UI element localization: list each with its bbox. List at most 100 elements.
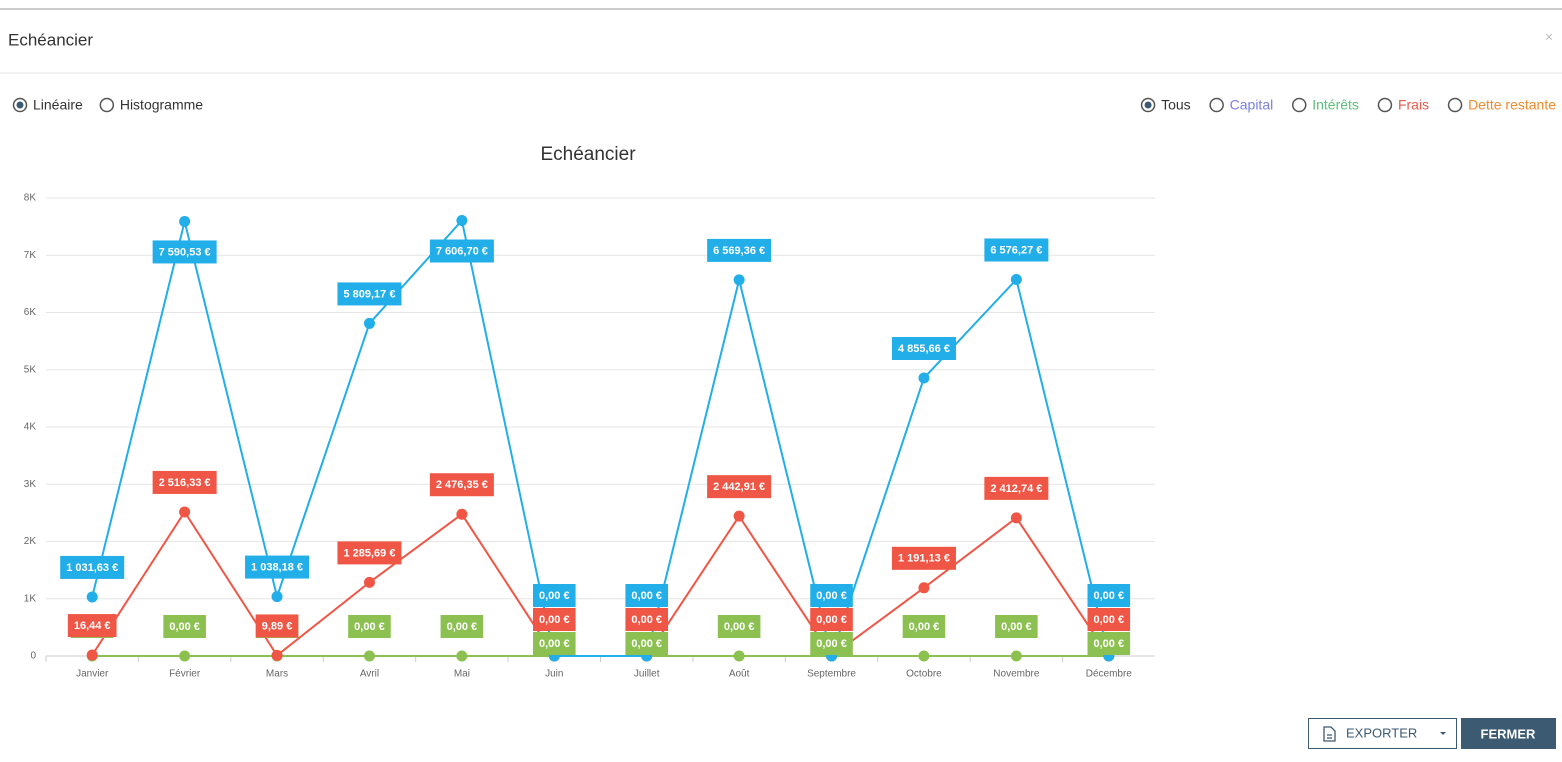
data-label-box xyxy=(348,615,391,638)
data-label-box xyxy=(891,337,956,361)
lines xyxy=(86,215,1115,662)
x-tick-label: Octobre xyxy=(906,669,942,680)
data-label-box xyxy=(1087,584,1131,607)
export-icon xyxy=(1323,726,1336,742)
data-point xyxy=(179,215,191,227)
data-label-text: 0,00 € xyxy=(169,621,200,633)
radio[interactable] xyxy=(99,97,115,113)
data-label-text: 16,44 € xyxy=(74,620,111,632)
radio[interactable] xyxy=(1377,97,1393,113)
data-point xyxy=(918,582,930,594)
data-label-text: 0,00 € xyxy=(539,590,570,602)
data-label: 16,44 € xyxy=(67,614,117,638)
data-label-box xyxy=(255,614,299,638)
data-point xyxy=(86,649,98,661)
data-label: 2 516,33 € xyxy=(152,470,217,494)
data-point xyxy=(918,372,930,384)
data-label-text: 0,00 € xyxy=(1093,590,1124,602)
filter-label[interactable]: Frais xyxy=(1398,97,1429,113)
x-tick-label: Décembre xyxy=(1086,669,1133,680)
data-label-text: 7 606,70 € xyxy=(436,245,488,257)
data-label-box xyxy=(60,555,125,579)
data-label: 6 569,36 € xyxy=(707,238,772,262)
y-tick-label: 3K xyxy=(24,479,37,490)
view-option-label[interactable]: Histogramme xyxy=(120,97,203,113)
data-label-text: 1 191,13 € xyxy=(898,553,950,565)
data-point xyxy=(363,317,375,329)
filter-label[interactable]: Capital xyxy=(1230,97,1274,113)
radio-dot xyxy=(16,101,24,109)
data-label-box xyxy=(625,584,669,607)
data-label: 7 606,70 € xyxy=(429,239,494,263)
data-label-text: 0,00 € xyxy=(909,621,940,633)
data-label-text: 2 476,35 € xyxy=(436,479,488,491)
y-tick-label: 8K xyxy=(24,193,37,204)
radio[interactable] xyxy=(1447,97,1463,113)
data-label: 4 855,66 € xyxy=(891,337,956,361)
radio[interactable] xyxy=(1291,97,1307,113)
data-label-box xyxy=(625,608,669,631)
data-point xyxy=(733,650,745,662)
data-label-box xyxy=(902,615,946,638)
data-point xyxy=(733,274,745,286)
radio[interactable] xyxy=(1209,97,1224,113)
data-label: 6 576,27 € xyxy=(984,238,1049,262)
radio-dot xyxy=(1144,101,1152,109)
data-label: 0,00 € xyxy=(625,608,669,631)
data-label-text: 2 516,33 € xyxy=(159,477,211,489)
data-point xyxy=(1010,512,1022,524)
data-label: 0,00 € xyxy=(348,615,391,638)
data-label-text: 1 031,63 € xyxy=(66,562,118,574)
data-label-box xyxy=(245,555,310,579)
data-label-text: 1 038,18 € xyxy=(251,561,303,573)
data-label-box xyxy=(532,632,576,655)
data-label: 9,89 € xyxy=(255,614,299,638)
data-label-text: 0,00 € xyxy=(631,590,662,602)
export-label: EXPORTER xyxy=(1346,725,1417,740)
data-label-box xyxy=(984,476,1049,500)
view-option-label[interactable]: Linéaire xyxy=(33,97,83,113)
data-label: 0,00 € xyxy=(532,608,576,631)
data-label: 0,00 € xyxy=(810,584,853,607)
data-point xyxy=(363,650,375,662)
data-label-text: 4 855,66 € xyxy=(898,343,950,355)
filter-label[interactable]: Intérêts xyxy=(1312,97,1359,113)
close-label: FERMER xyxy=(1481,726,1537,741)
x-tick-label: Avril xyxy=(360,669,379,680)
export-button[interactable]: EXPORTER xyxy=(1308,718,1457,749)
filter-label[interactable]: Tous xyxy=(1161,97,1191,113)
series-line xyxy=(91,218,1110,660)
chart-title: Echéancier xyxy=(540,144,636,165)
data-label: 7 590,53 € xyxy=(152,240,217,264)
data-label: 1 285,69 € xyxy=(337,541,402,565)
x-tick-label: Juillet xyxy=(634,669,660,680)
data-label-box xyxy=(152,470,217,494)
close-button[interactable]: FERMER xyxy=(1461,718,1556,749)
data-label: 2 412,74 € xyxy=(984,476,1049,500)
y-tick-label: 0 xyxy=(30,651,36,662)
x-tick-label: Juin xyxy=(545,669,563,680)
y-tick-label: 1K xyxy=(24,593,37,604)
data-label-text: 0,00 € xyxy=(539,614,570,626)
data-point xyxy=(456,215,468,227)
data-point xyxy=(1010,650,1022,662)
close-button-frame xyxy=(1461,718,1556,749)
data-label-box xyxy=(707,238,772,262)
data-label: 0,00 € xyxy=(1087,632,1131,655)
data-label-box xyxy=(440,615,484,638)
data-label-box xyxy=(984,238,1049,262)
data-point xyxy=(918,650,930,662)
data-point xyxy=(1010,274,1022,286)
data-label-box xyxy=(810,632,853,655)
data-label: 0,00 € xyxy=(717,615,761,638)
data-label: 0,00 € xyxy=(1087,584,1131,607)
filter-label[interactable]: Dette restante xyxy=(1468,97,1556,113)
close-icon[interactable]: × xyxy=(1545,29,1553,45)
data-label-box xyxy=(625,632,669,655)
data-label-text: 9,89 € xyxy=(262,620,293,632)
x-tick-label: Mars xyxy=(266,669,288,680)
data-label: 0,00 € xyxy=(625,632,669,655)
y-tick-label: 4K xyxy=(24,422,37,433)
